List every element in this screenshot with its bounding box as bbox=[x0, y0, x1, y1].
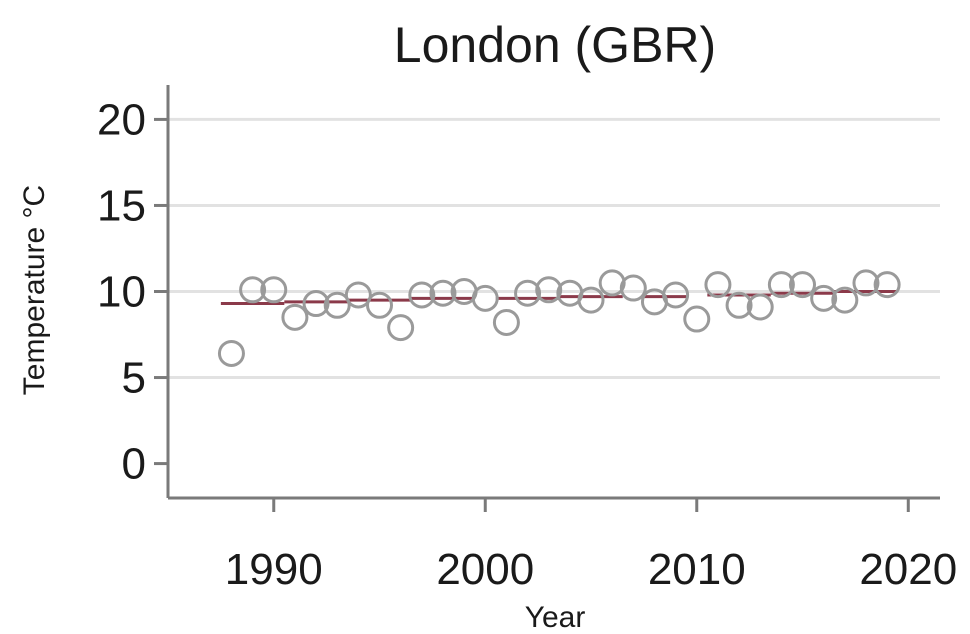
y-tick-label: 10 bbox=[97, 268, 146, 317]
data-point bbox=[683, 305, 711, 333]
data-point bbox=[217, 339, 245, 367]
data-point bbox=[323, 291, 351, 319]
data-point bbox=[831, 286, 859, 314]
data-point bbox=[725, 291, 753, 319]
x-tick-label: 2010 bbox=[648, 545, 746, 594]
data-point bbox=[598, 269, 626, 297]
data-point bbox=[852, 269, 880, 297]
ticks-layer: 0 5 10 15 20 1990 2000 2010 2020 bbox=[97, 95, 957, 594]
y-axis-title: Temperature °C bbox=[18, 185, 51, 395]
x-tick-label: 1990 bbox=[225, 545, 323, 594]
data-point bbox=[429, 279, 457, 307]
data-point bbox=[789, 271, 817, 299]
data-point bbox=[535, 276, 563, 304]
data-point bbox=[619, 274, 647, 302]
data-point bbox=[239, 276, 267, 304]
y-tick-label: 5 bbox=[122, 354, 146, 403]
data-point bbox=[344, 281, 372, 309]
data-point bbox=[281, 303, 309, 331]
grid-layer bbox=[168, 117, 940, 380]
data-point bbox=[366, 291, 394, 319]
data-point bbox=[471, 284, 499, 312]
x-tick-label: 2000 bbox=[436, 545, 534, 594]
y-tick-label: 15 bbox=[97, 181, 146, 230]
data-point bbox=[492, 308, 520, 336]
data-point bbox=[746, 293, 774, 321]
data-point bbox=[302, 290, 330, 318]
y-tick-label: 0 bbox=[122, 440, 146, 489]
data-point bbox=[387, 314, 415, 342]
data-point bbox=[662, 281, 690, 309]
data-point bbox=[514, 279, 542, 307]
data-point bbox=[260, 276, 288, 304]
chart-title: London (GBR) bbox=[394, 17, 716, 73]
data-point bbox=[577, 286, 605, 314]
points-layer bbox=[217, 269, 901, 367]
data-point bbox=[408, 281, 436, 309]
data-point bbox=[767, 271, 795, 299]
y-tick-label: 20 bbox=[97, 95, 146, 144]
data-point bbox=[873, 271, 901, 299]
x-axis-title: Year bbox=[525, 601, 586, 634]
data-point bbox=[810, 284, 838, 312]
x-tick-label: 2020 bbox=[859, 545, 957, 594]
data-point bbox=[704, 271, 732, 299]
